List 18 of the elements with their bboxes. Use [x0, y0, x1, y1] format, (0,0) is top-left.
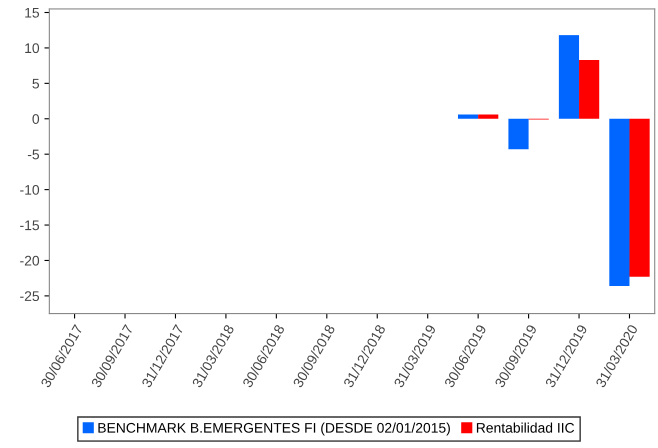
y-tick-label: 10	[25, 43, 40, 54]
y-tick-label: 0	[32, 114, 40, 124]
bar	[629, 118, 650, 277]
bar	[508, 118, 529, 150]
y-tick-label: -25	[20, 291, 40, 302]
y-tick-label: -20	[20, 256, 40, 266]
bar	[609, 118, 630, 286]
y-tick-label: 15	[25, 8, 40, 18]
y-tick-label: -10	[20, 184, 40, 195]
bar	[558, 35, 580, 119]
bar	[579, 60, 600, 119]
y-tick-label: -5	[28, 150, 40, 160]
y-tick-label: -15	[20, 220, 40, 230]
legend-label: Rentabilidad IIC	[476, 422, 574, 433]
legend-label: BENCHMARK B.EMERGENTES FI (DESDE 02/01/2015)	[98, 422, 450, 436]
bar	[458, 114, 478, 119]
bar	[478, 114, 498, 119]
y-tick-label: 5	[32, 78, 40, 89]
